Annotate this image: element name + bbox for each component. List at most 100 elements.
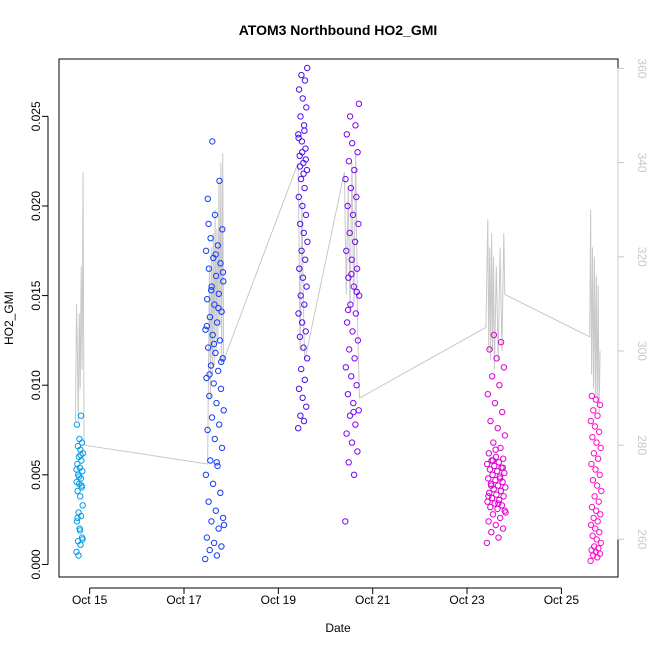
data-point <box>593 536 600 543</box>
data-point <box>596 401 604 409</box>
data-point <box>355 407 362 414</box>
data-point <box>213 459 220 466</box>
data-point <box>498 502 506 509</box>
data-point <box>588 460 595 468</box>
data-point <box>346 412 354 419</box>
data-point <box>488 482 495 489</box>
data-point <box>215 290 223 297</box>
data-point <box>486 489 493 496</box>
data-point <box>588 392 595 400</box>
data-point <box>502 484 509 491</box>
data-point <box>209 331 216 339</box>
data-point <box>598 487 605 495</box>
data-point <box>208 414 216 421</box>
data-point <box>203 534 211 541</box>
data-point <box>351 238 359 246</box>
data-point <box>299 202 306 210</box>
data-point <box>595 545 602 552</box>
data-point <box>302 328 309 335</box>
data-point <box>502 509 509 516</box>
data-point <box>353 193 360 201</box>
data-point <box>301 376 308 383</box>
data-point <box>298 138 306 145</box>
data-point <box>591 543 598 550</box>
data-point <box>298 319 306 326</box>
data-point <box>213 552 221 559</box>
data-point <box>299 274 307 281</box>
data-point <box>346 346 353 353</box>
x-tick-label: Oct 25 <box>544 593 580 607</box>
data-point <box>210 539 218 547</box>
data-point <box>220 407 227 414</box>
data-point <box>354 337 362 344</box>
data-point <box>494 425 501 432</box>
data-point <box>76 527 84 534</box>
data-point <box>594 455 602 462</box>
data-point <box>299 149 306 156</box>
data-point <box>500 455 507 462</box>
data-point <box>493 355 500 362</box>
data-point <box>351 166 358 174</box>
data-point <box>214 462 221 470</box>
y-tick-label: 0.020 <box>29 191 43 221</box>
data-point <box>485 493 492 500</box>
data-point <box>300 122 308 129</box>
scatter-series <box>73 64 605 565</box>
data-point <box>488 494 496 502</box>
data-point <box>591 423 599 430</box>
data-point <box>497 339 505 346</box>
data-point <box>594 518 601 525</box>
data-point <box>295 193 302 201</box>
data-point <box>589 532 596 539</box>
data-point <box>496 496 503 504</box>
y2-tick-label: 260 <box>635 529 649 549</box>
data-point <box>483 539 491 547</box>
data-point <box>300 417 308 425</box>
data-point <box>593 482 601 489</box>
data-point <box>350 399 357 407</box>
data-point <box>216 177 223 185</box>
data-point <box>295 134 302 142</box>
data-point <box>208 518 215 525</box>
data-point <box>218 308 225 315</box>
data-point <box>592 466 599 473</box>
data-point <box>297 175 305 183</box>
y2-tick-label: 360 <box>635 58 649 78</box>
data-point <box>297 220 304 228</box>
data-point <box>349 328 356 335</box>
data-point <box>216 337 224 344</box>
data-point <box>485 450 492 457</box>
data-point <box>205 265 213 272</box>
data-point <box>350 283 357 290</box>
data-point <box>485 518 492 525</box>
data-point <box>484 391 491 398</box>
data-point <box>206 392 213 400</box>
x-tick-label: Oct 23 <box>449 593 485 607</box>
data-point <box>489 511 497 518</box>
y-axis: 0.000 0.005 0.010 0.015 0.020 0.025 <box>29 101 49 579</box>
data-point <box>500 493 507 500</box>
data-point <box>220 278 227 285</box>
data-point <box>348 256 355 263</box>
data-point <box>215 525 222 532</box>
data-point <box>206 546 213 554</box>
data-point <box>592 525 599 532</box>
data-point <box>73 478 80 486</box>
data-point <box>590 407 597 414</box>
data-point <box>348 439 356 446</box>
data-point <box>595 498 602 505</box>
data-point <box>596 471 603 478</box>
data-point <box>295 385 303 392</box>
y2-tick-label: 320 <box>635 247 649 267</box>
data-point <box>492 521 499 529</box>
data-point <box>595 428 603 435</box>
data-point <box>209 138 216 145</box>
data-point <box>298 365 305 373</box>
data-point <box>298 247 305 255</box>
data-point <box>344 391 352 398</box>
data-point <box>352 421 359 428</box>
data-point <box>297 113 304 120</box>
data-point <box>597 539 605 547</box>
data-point <box>77 493 84 500</box>
data-point <box>295 425 302 432</box>
